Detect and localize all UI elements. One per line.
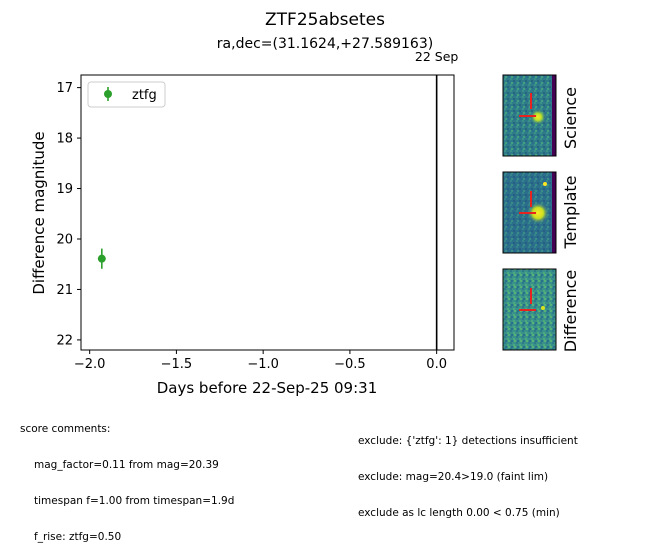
thumbnail-template: Template: [502, 171, 580, 254]
y-axis-label: Difference magnitude: [30, 131, 48, 294]
exclude-comment-line: exclude: mag=20.4>19.0 (faint lim): [358, 471, 549, 483]
data-point: [97, 254, 106, 263]
x-tick-label: −1.5: [161, 357, 193, 372]
difference-label: Difference: [561, 270, 580, 352]
x-tick-label: −0.5: [334, 357, 366, 372]
legend-point: [104, 90, 112, 98]
science-label: Science: [561, 87, 580, 149]
exclude-comment-line: exclude as lc length 0.00 < 0.75 (min): [358, 507, 560, 519]
thumbnail-science: Science: [502, 74, 580, 157]
thumbnail-difference: Difference: [502, 268, 580, 352]
score-comments: score comments: mag_factor=0.11 from mag…: [20, 399, 234, 555]
legend-label-ztfg: ztfg: [132, 88, 157, 103]
y-tick-label: 17: [56, 81, 73, 96]
reference-line-group: 22 Sep: [415, 49, 459, 350]
score-comment-line: timespan f=1.00 from timespan=1.9d: [34, 495, 235, 507]
template-image-edge: [552, 172, 556, 253]
reference-line-label: 22 Sep: [415, 49, 459, 64]
data-points: [97, 248, 106, 269]
y-axis: 17 18 19 20 21 22: [56, 81, 81, 348]
template-source: [527, 202, 549, 224]
score-comment-line: mag_factor=0.11 from mag=20.39: [34, 459, 219, 471]
plot-frame: [80, 74, 455, 351]
y-tick-label: 18: [56, 132, 73, 147]
figure-canvas: ZTF25absetes ra,dec=(31.1624,+27.589163)…: [30, 10, 580, 397]
template-frame: [502, 171, 557, 254]
science-source: [530, 109, 546, 125]
template-star: [543, 182, 547, 186]
difference-source: [541, 306, 545, 310]
chart-title: ZTF25absetes: [265, 10, 385, 30]
exclude-comments: exclude: {'ztfg': 1} detections insuffic…: [358, 411, 578, 531]
x-tick-label: −2.0: [74, 357, 106, 372]
legend-marker-ztfg: [104, 87, 112, 101]
y-tick-label: 22: [56, 333, 73, 348]
y-tick-label: 19: [56, 182, 73, 197]
x-tick-label: 0.0: [426, 357, 447, 372]
exclude-comment-line: exclude: {'ztfg': 1} detections insuffic…: [358, 435, 578, 447]
science-image-edge: [552, 75, 556, 156]
x-axis: −2.0 −1.5 −1.0 −0.5 0.0: [74, 350, 447, 372]
y-tick-label: 21: [56, 283, 73, 298]
template-label: Template: [561, 175, 580, 249]
y-tick-label: 20: [56, 232, 73, 247]
score-comment-line: f_rise: ztfg=0.50: [34, 531, 122, 543]
x-tick-label: −1.0: [247, 357, 279, 372]
science-frame: [502, 74, 557, 157]
difference-frame: [502, 268, 557, 351]
chart-subtitle: ra,dec=(31.1624,+27.589163): [217, 36, 433, 52]
score-comments-header: score comments:: [20, 423, 111, 435]
x-axis-label: Days before 22-Sep-25 09:31: [157, 379, 378, 397]
legend: ztfg: [87, 81, 166, 108]
